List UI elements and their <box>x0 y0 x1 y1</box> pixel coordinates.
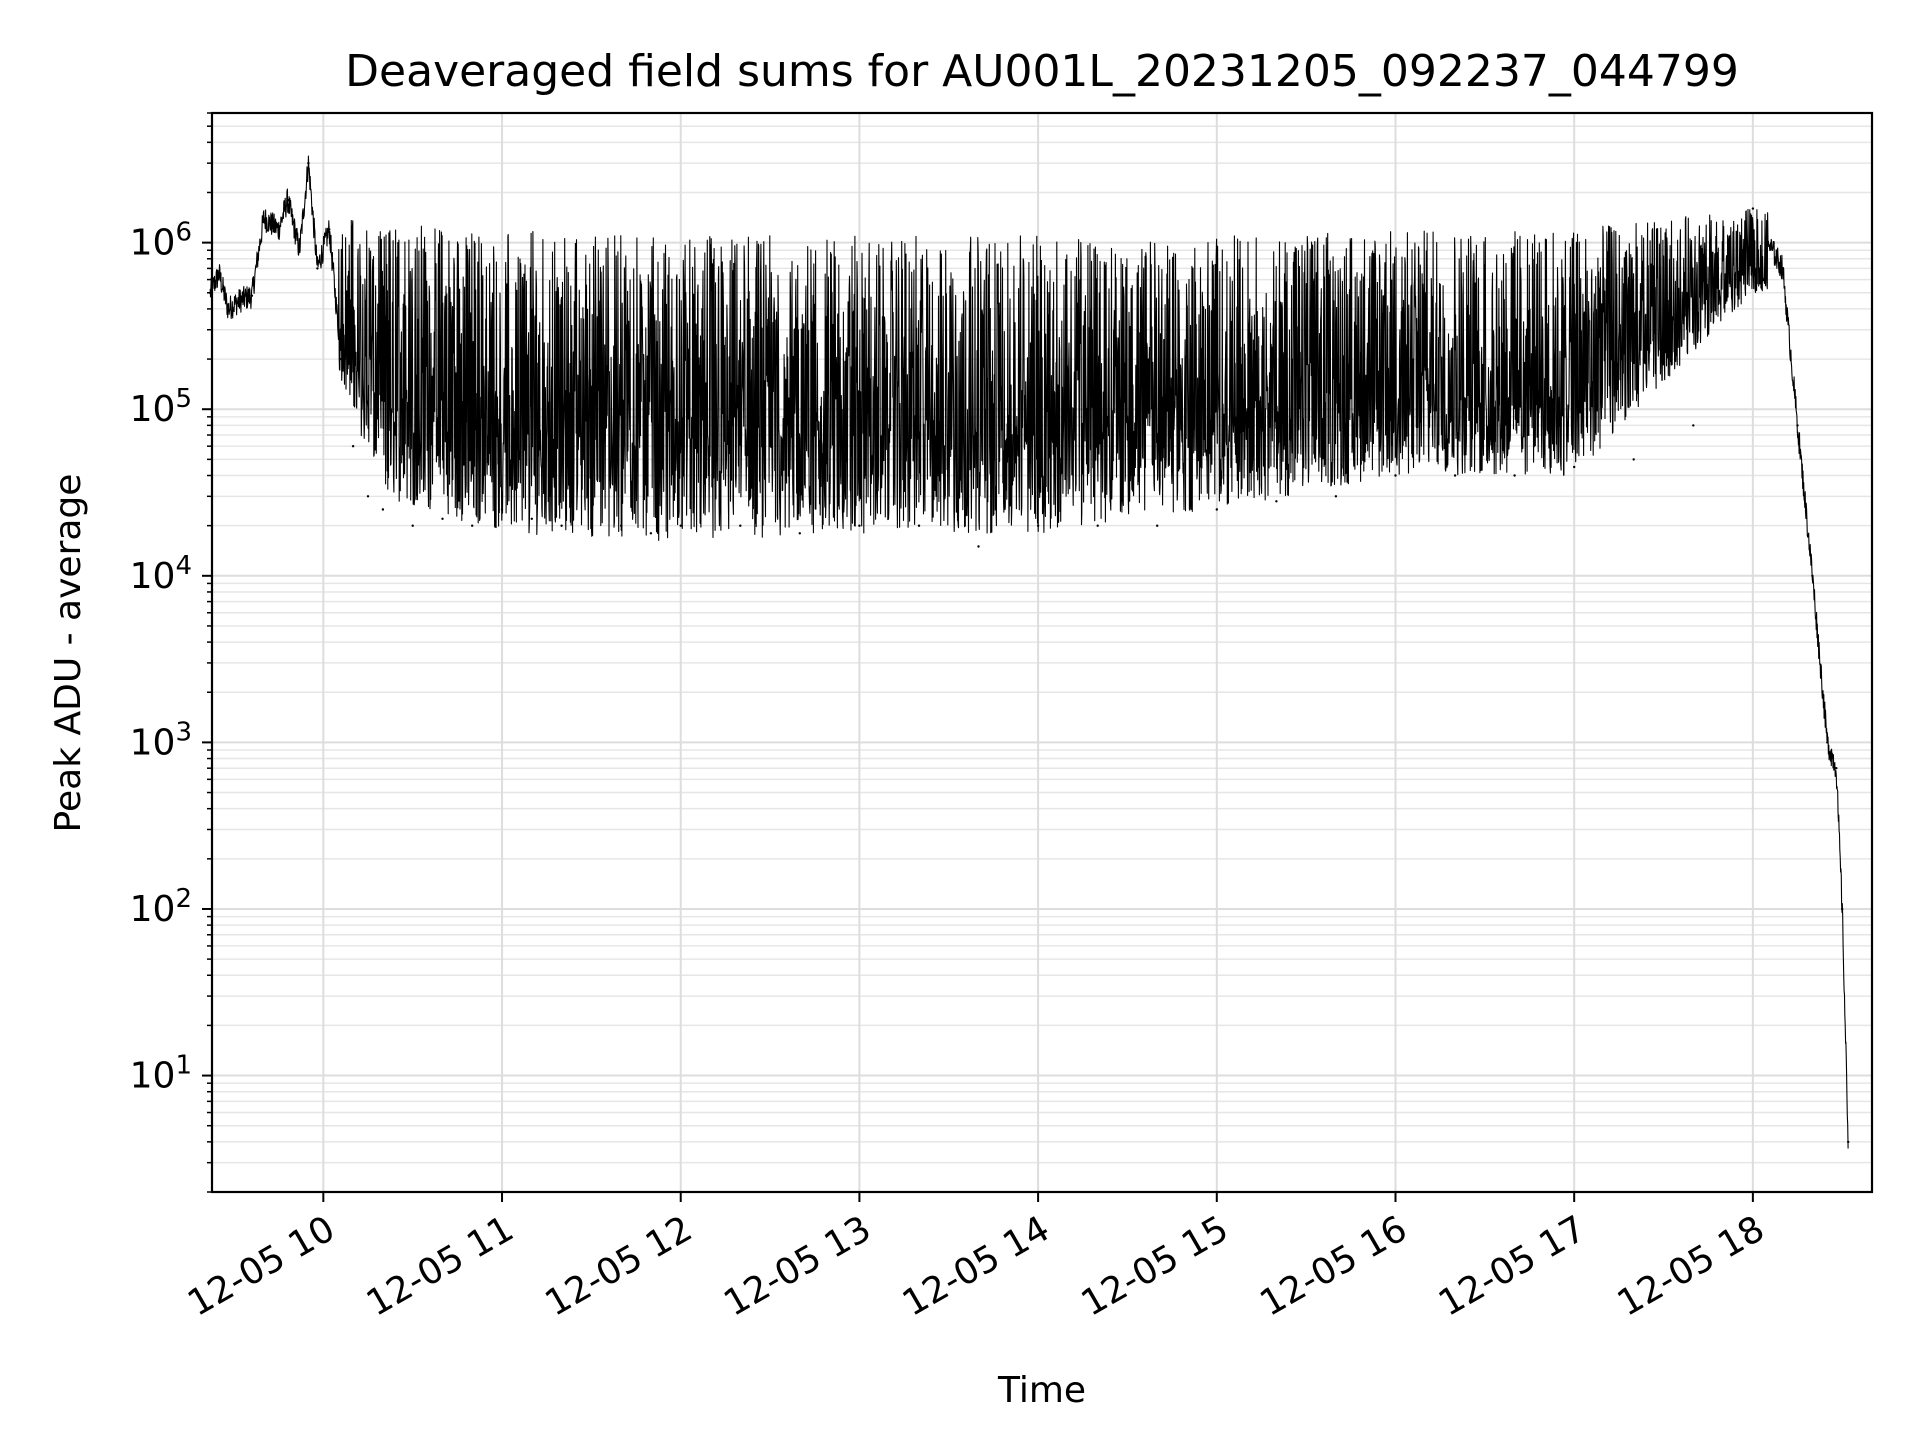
data-point <box>1573 465 1576 469</box>
data-point <box>530 517 533 520</box>
data-point <box>1334 495 1338 498</box>
data-point <box>1736 278 1740 281</box>
data-point <box>441 517 444 520</box>
plot-frame <box>210 111 1874 1194</box>
data-point <box>1156 524 1159 527</box>
data-point <box>1766 241 1770 244</box>
data-point <box>471 524 474 527</box>
data-point <box>1811 574 1814 577</box>
data-point <box>858 524 861 527</box>
data-point <box>411 524 414 527</box>
data-point <box>250 294 254 297</box>
data-point <box>262 217 265 220</box>
data-point <box>1796 424 1799 427</box>
data-point <box>977 545 980 548</box>
x-axis-label: Time <box>997 1370 1086 1411</box>
y-tick-label: 101 <box>130 1051 192 1097</box>
data-point <box>351 445 355 448</box>
data-point <box>1453 474 1457 477</box>
y-tick-label: 106 <box>130 218 192 264</box>
data-point <box>328 228 331 231</box>
chart-title: Deaveraged field sums for AU001L_2023120… <box>345 46 1739 97</box>
data-point <box>500 508 504 511</box>
data-point <box>1036 524 1040 527</box>
data-point <box>316 267 319 270</box>
data-point <box>1096 524 1099 527</box>
data-point <box>1835 767 1838 770</box>
series-trace <box>209 155 1849 1149</box>
data-point <box>381 508 385 511</box>
data-point <box>649 532 653 535</box>
data-point <box>1275 500 1278 503</box>
data-point <box>1215 508 1219 511</box>
data-point <box>917 524 921 527</box>
data-point <box>679 524 682 527</box>
data-point <box>286 198 289 202</box>
y-axis-label: Peak ADU - average <box>48 474 89 833</box>
data-point <box>560 524 563 527</box>
data-point <box>1513 474 1516 477</box>
data-point <box>226 307 230 311</box>
data-point <box>217 272 221 275</box>
data-point <box>620 524 623 527</box>
data-point <box>1632 458 1635 461</box>
y-tick-label: 105 <box>130 384 192 430</box>
data-point <box>1841 907 1844 911</box>
data-point <box>277 228 280 231</box>
y-tick-label: 104 <box>130 551 192 597</box>
data-point <box>1692 424 1695 427</box>
data-point <box>1781 267 1784 270</box>
data-point <box>739 524 742 527</box>
data-point <box>1751 207 1755 210</box>
data-point <box>1394 474 1397 477</box>
data-point <box>307 161 310 165</box>
data-point <box>1826 741 1829 744</box>
y-tick-label: 102 <box>130 884 192 930</box>
data-point <box>298 249 301 252</box>
data-point <box>340 357 343 361</box>
data-point <box>798 532 801 535</box>
data-point <box>1847 1140 1850 1144</box>
data-point <box>590 517 593 520</box>
series-line <box>209 155 1850 1149</box>
data-point <box>366 495 370 498</box>
y-tick-label: 103 <box>130 717 192 763</box>
data-point <box>238 299 242 302</box>
